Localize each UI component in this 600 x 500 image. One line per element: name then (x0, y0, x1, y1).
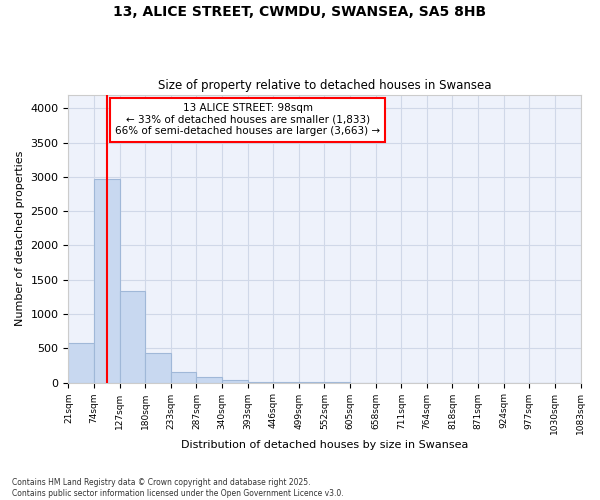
Text: 13 ALICE STREET: 98sqm
← 33% of detached houses are smaller (1,833)
66% of semi-: 13 ALICE STREET: 98sqm ← 33% of detached… (115, 103, 380, 136)
Text: Contains HM Land Registry data © Crown copyright and database right 2025.
Contai: Contains HM Land Registry data © Crown c… (12, 478, 344, 498)
Bar (222, 380, 248, 382)
X-axis label: Distribution of detached houses by size in Swansea: Distribution of detached houses by size … (181, 440, 468, 450)
Bar (145, 353, 171, 382)
Y-axis label: Number of detached properties: Number of detached properties (15, 151, 25, 326)
Text: 13, ALICE STREET, CWMDU, SWANSEA, SA5 8HB: 13, ALICE STREET, CWMDU, SWANSEA, SA5 8H… (113, 5, 487, 19)
Title: Size of property relative to detached houses in Swansea: Size of property relative to detached ho… (158, 79, 491, 92)
Bar (171, 372, 196, 382)
Bar (94, 179, 119, 382)
Bar (196, 377, 222, 382)
Bar (119, 290, 145, 382)
Bar (68, 343, 94, 382)
